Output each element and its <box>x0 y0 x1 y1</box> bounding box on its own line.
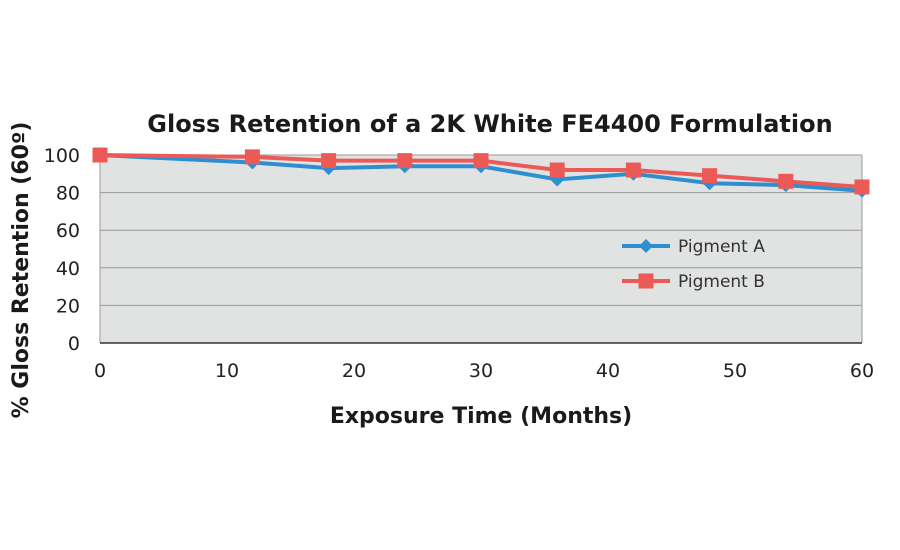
series-line <box>99 153 863 193</box>
y-tick-label: 0 <box>68 333 80 355</box>
x-tick-label: 50 <box>723 360 747 382</box>
data-point <box>702 168 718 184</box>
y-axis-title: % Gloss Retention (60º) <box>9 122 34 419</box>
data-point <box>473 153 489 169</box>
legend-marker <box>638 273 654 289</box>
chart-title: Gloss Retention of a 2K White FE4400 For… <box>147 110 832 138</box>
data-point <box>321 153 337 169</box>
legend-marker <box>639 239 653 253</box>
y-tick-label: 100 <box>44 145 80 167</box>
y-axis-ticks: 0 20 40 60 80 100 <box>44 145 80 355</box>
legend-label: Pigment A <box>678 237 765 257</box>
data-point <box>397 153 413 169</box>
x-tick-label: 10 <box>215 360 239 382</box>
x-tick-label: 20 <box>342 360 366 382</box>
x-tick-label: 60 <box>850 360 874 382</box>
legend: Pigment A Pigment B <box>622 237 765 292</box>
series-pigment-b <box>92 147 870 195</box>
data-point <box>778 173 794 189</box>
y-tick-label: 40 <box>56 258 80 280</box>
legend-item: Pigment A <box>622 237 765 257</box>
legend-item: Pigment B <box>622 272 765 292</box>
x-tick-label: 30 <box>469 360 493 382</box>
series-line <box>99 153 863 189</box>
y-tick-label: 80 <box>56 183 80 205</box>
data-point <box>549 162 565 178</box>
x-tick-label: 0 <box>94 360 106 382</box>
data-point <box>244 149 260 165</box>
y-tick-label: 60 <box>56 220 80 242</box>
data-point <box>854 179 870 195</box>
x-axis-ticks: 0 10 20 30 40 50 60 <box>94 360 874 382</box>
legend-label: Pigment B <box>678 272 765 292</box>
data-point <box>92 147 108 163</box>
series-layer <box>92 147 870 198</box>
x-tick-label: 40 <box>596 360 620 382</box>
y-tick-label: 20 <box>56 295 80 317</box>
data-point <box>625 162 641 178</box>
x-axis-title: Exposure Time (Months) <box>330 404 632 429</box>
plot-area <box>100 155 862 343</box>
